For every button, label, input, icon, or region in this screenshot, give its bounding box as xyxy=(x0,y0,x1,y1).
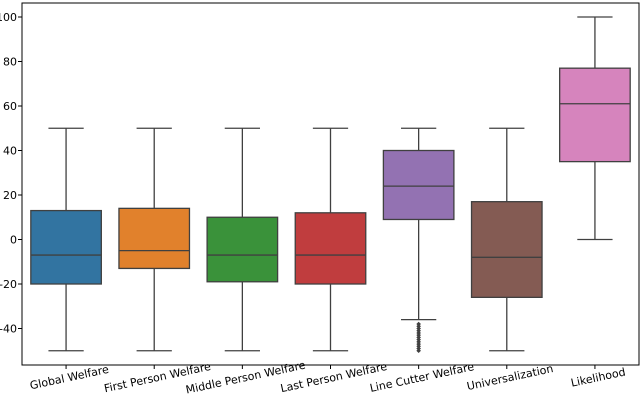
outlier-point xyxy=(416,348,421,354)
box-group xyxy=(30,127,102,352)
box-group xyxy=(118,127,191,352)
y-tick-label: 100 xyxy=(0,11,17,24)
y-tick-label: 20 xyxy=(3,189,17,202)
box-group xyxy=(206,127,279,352)
iqr-box xyxy=(470,201,543,299)
iqr-box xyxy=(206,216,279,283)
y-tick-label: -40 xyxy=(0,323,17,336)
box-group xyxy=(559,16,631,241)
iqr-box xyxy=(118,207,191,270)
iqr-box xyxy=(294,212,367,285)
y-tick-label: -20 xyxy=(0,278,17,291)
boxes xyxy=(30,16,631,354)
box-group xyxy=(294,127,367,352)
category-label: Global Welfare xyxy=(29,363,110,392)
iqr-box xyxy=(559,67,631,163)
box-group xyxy=(470,127,543,352)
category-label: Universalization xyxy=(466,362,555,393)
y-tick-label: 60 xyxy=(3,100,17,113)
y-tick-label: 0 xyxy=(10,234,17,247)
category-label: Likelihood xyxy=(570,365,627,389)
box-group xyxy=(382,127,455,354)
y-tick-label: 40 xyxy=(3,145,17,158)
iqr-box xyxy=(382,149,455,221)
y-axis: -40 -20 0 20 40 60 80 100 xyxy=(0,11,22,336)
y-tick-label: 80 xyxy=(3,56,17,69)
iqr-box xyxy=(30,209,102,285)
